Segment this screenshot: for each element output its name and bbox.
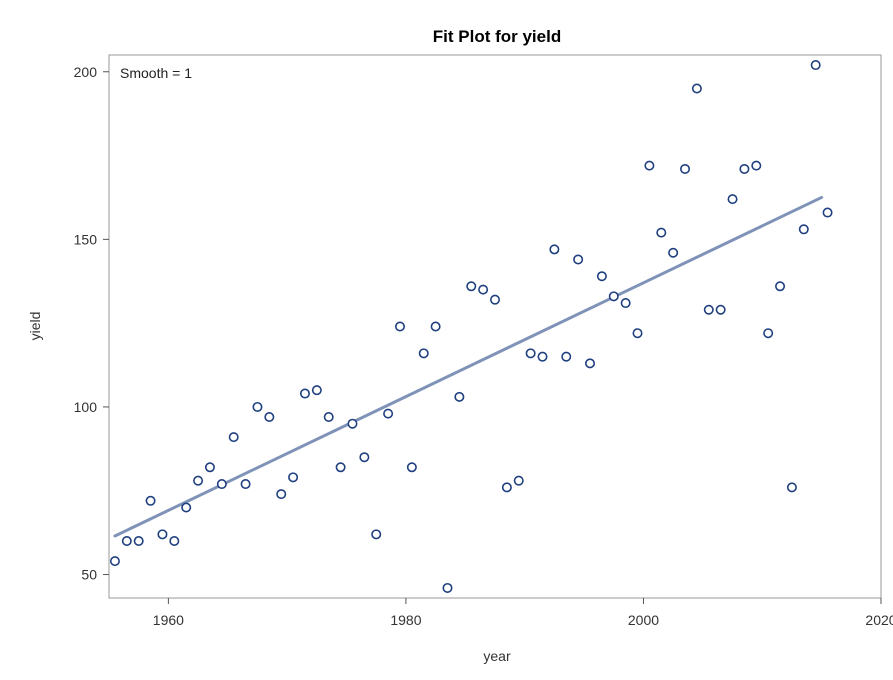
data-point xyxy=(383,408,394,419)
data-point xyxy=(525,348,536,359)
data-point xyxy=(644,160,655,171)
plot-frame xyxy=(108,54,882,599)
data-point xyxy=(418,348,429,359)
scatter-points-layer xyxy=(109,60,833,593)
data-point xyxy=(228,432,239,443)
data-point xyxy=(204,462,215,473)
data-point xyxy=(323,411,334,422)
data-point xyxy=(335,462,346,473)
data-point xyxy=(549,244,560,255)
data-point xyxy=(786,482,797,493)
data-point xyxy=(608,291,619,302)
data-point xyxy=(181,502,192,513)
x-tick-label: 1960 xyxy=(153,612,184,628)
data-point xyxy=(668,247,679,258)
data-point xyxy=(715,304,726,315)
data-point xyxy=(252,401,263,412)
x-axis-ticks: 1960 1980 2000 2020 xyxy=(153,598,893,628)
x-axis-label: year xyxy=(483,648,511,664)
data-point xyxy=(727,194,738,205)
data-point xyxy=(798,224,809,235)
data-point xyxy=(573,254,584,265)
data-point xyxy=(596,271,607,282)
data-point xyxy=(347,418,358,429)
data-point xyxy=(299,388,310,399)
data-point xyxy=(703,304,714,315)
y-axis-label: yield xyxy=(27,312,43,341)
data-point xyxy=(632,328,643,339)
fit-line-layer xyxy=(113,195,824,538)
y-tick-label: 50 xyxy=(81,567,97,583)
data-point xyxy=(822,207,833,218)
x-tick-label: 1980 xyxy=(390,612,421,628)
data-point xyxy=(585,358,596,369)
data-point xyxy=(501,482,512,493)
x-tick-label: 2000 xyxy=(628,612,659,628)
data-point xyxy=(193,475,204,486)
data-point xyxy=(763,328,774,339)
y-axis-ticks: 50 100 150 200 xyxy=(74,64,109,583)
data-point xyxy=(751,160,762,171)
data-point xyxy=(561,351,572,362)
data-point xyxy=(169,536,180,547)
y-tick-label: 100 xyxy=(74,399,98,415)
data-point xyxy=(513,475,524,486)
data-point xyxy=(620,298,631,309)
data-point xyxy=(371,529,382,540)
smooth-inset-label: Smooth = 1 xyxy=(120,65,192,81)
data-point xyxy=(109,556,120,567)
data-point xyxy=(406,462,417,473)
data-point xyxy=(264,411,275,422)
data-point xyxy=(442,582,453,593)
data-point xyxy=(466,281,477,292)
data-point xyxy=(739,163,750,174)
data-point xyxy=(489,294,500,305)
data-point xyxy=(680,163,691,174)
data-point xyxy=(656,227,667,238)
data-point xyxy=(454,391,465,402)
data-point xyxy=(216,479,227,490)
chart-title: Fit Plot for yield xyxy=(433,27,561,46)
data-point xyxy=(810,60,821,71)
data-point xyxy=(775,281,786,292)
data-point xyxy=(478,284,489,295)
data-point xyxy=(133,536,144,547)
x-tick-label: 2020 xyxy=(865,612,893,628)
data-point xyxy=(537,351,548,362)
data-point xyxy=(288,472,299,483)
y-tick-label: 200 xyxy=(74,64,98,80)
data-point xyxy=(145,495,156,506)
data-point xyxy=(311,385,322,396)
data-point xyxy=(394,321,405,332)
data-point xyxy=(691,83,702,94)
data-point xyxy=(121,536,132,547)
data-point xyxy=(276,489,287,500)
data-point xyxy=(430,321,441,332)
fit-line xyxy=(113,195,824,538)
y-tick-label: 150 xyxy=(74,231,98,247)
data-point xyxy=(359,452,370,463)
data-point xyxy=(240,479,251,490)
data-point xyxy=(157,529,168,540)
